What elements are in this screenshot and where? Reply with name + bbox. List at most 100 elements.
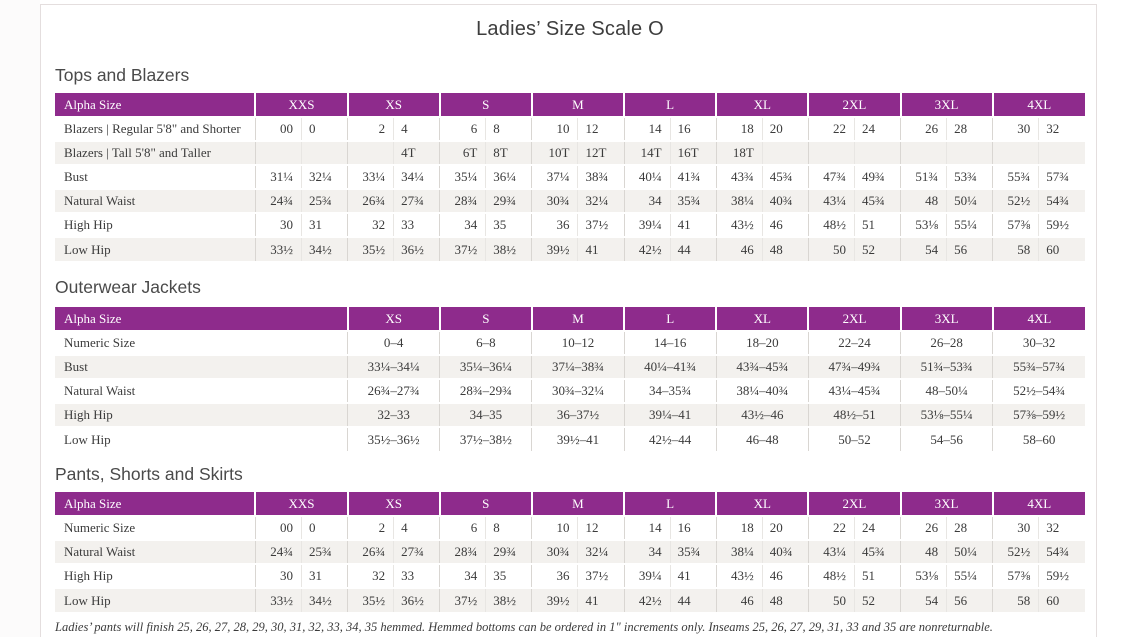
size-value-cell: 50–52 xyxy=(807,426,901,451)
size-value-cell: 32¼ xyxy=(577,539,625,564)
size-value-cell: 58 xyxy=(992,236,1039,261)
size-value-cell: 00 xyxy=(254,515,302,540)
size-value-cell: 46 xyxy=(715,236,763,261)
size-value-cell: 59½ xyxy=(1038,212,1085,237)
size-value-cell: 22 xyxy=(807,116,855,141)
size-value-cell: 43¼ xyxy=(807,188,855,213)
size-value-cell: 34 xyxy=(623,188,671,213)
size-value-cell: 31 xyxy=(300,563,348,588)
size-value-cell: 41 xyxy=(669,563,717,588)
size-value-cell: 10 xyxy=(531,116,578,141)
size-value-cell: 43¼ xyxy=(807,539,855,564)
size-value-cell: 41 xyxy=(669,212,717,237)
size-value-cell: 42½–44 xyxy=(623,426,717,451)
size-value-cell: 6 xyxy=(439,116,486,141)
size-value-cell: 41 xyxy=(577,587,625,612)
size-value-cell: 37¼ xyxy=(531,164,578,189)
size-value-cell: 43¼–45¾ xyxy=(807,378,901,403)
size-value-cell: 12 xyxy=(577,116,625,141)
size-value-cell: 41¾ xyxy=(669,164,717,189)
size-value-cell: 36½ xyxy=(393,587,440,612)
size-column-header: L xyxy=(623,492,717,516)
pants-shorts-skirts-section: Pants, Shorts and Skirts Alpha Size XXS XS… xyxy=(55,463,1085,612)
size-value-cell xyxy=(761,140,809,165)
size-value-cell: 33¼–34¼ xyxy=(347,354,440,379)
size-value-cell: 30 xyxy=(992,515,1039,540)
size-value-cell: 30–32 xyxy=(992,330,1085,355)
size-value-cell: 20 xyxy=(761,116,809,141)
size-value-cell: 57⅜ xyxy=(992,563,1039,588)
size-value-cell: 2 xyxy=(347,515,394,540)
size-value-cell: 6T xyxy=(439,140,486,165)
table-row: Numeric Size 00 0 2 4 6 8 10 12 14 16 18 20 22 24 26 28 3… xyxy=(55,515,1085,540)
size-column-header: S xyxy=(438,93,532,117)
size-value-cell: 36½ xyxy=(393,236,440,261)
size-value-cell: 51¾–53¾ xyxy=(900,354,993,379)
size-value-cell: 8 xyxy=(485,116,532,141)
size-value-cell: 49¾ xyxy=(853,164,901,189)
size-value-cell: 35 xyxy=(485,563,532,588)
size-value-cell: 12T xyxy=(577,140,625,165)
size-value-cell: 39½ xyxy=(531,587,578,612)
size-value-cell: 30¾ xyxy=(531,539,578,564)
size-value-cell: 59½ xyxy=(1038,563,1085,588)
size-value-cell: 24¾ xyxy=(254,539,302,564)
size-value-cell: 32 xyxy=(347,563,394,588)
row-label: Bust xyxy=(55,354,348,379)
size-value-cell: 57¾ xyxy=(1038,164,1085,189)
size-value-cell: 34 xyxy=(439,563,486,588)
size-value-cell: 47¾–49¾ xyxy=(807,354,901,379)
page-title: Ladies’ Size Scale O xyxy=(476,18,664,40)
row-label: Blazers | Tall 5'8" and Taller xyxy=(55,140,256,165)
table-row: Blazers | Regular 5'8" and Shorter 00 0 2 4 6… xyxy=(55,116,1085,141)
size-value-cell: 45¾ xyxy=(853,188,901,213)
page-edge xyxy=(0,0,40,637)
size-value-cell: 54 xyxy=(900,587,947,612)
size-value-cell: 24 xyxy=(853,515,901,540)
size-column-header: 4XL xyxy=(991,93,1085,117)
size-value-cell: 36 xyxy=(531,212,578,237)
section-heading-tops-and-blazers: Tops and Blazers xyxy=(55,65,190,85)
size-value-cell: 14T xyxy=(623,140,671,165)
size-value-cell: 47¾ xyxy=(807,164,855,189)
section-heading-outerwear-jackets: Outerwear Jackets xyxy=(55,277,201,297)
size-value-cell: 50¼ xyxy=(946,539,993,564)
size-value-cell: 0 xyxy=(300,515,348,540)
size-column-header: XXS xyxy=(254,93,348,117)
size-value-cell: 50 xyxy=(807,587,855,612)
size-value-cell: 48 xyxy=(900,539,947,564)
size-value-cell: 16 xyxy=(669,515,717,540)
size-value-cell: 55¾–57¾ xyxy=(992,354,1085,379)
table-row: Bust 31¼ 32¼ 33¼ 34¼ 35¼ 36¼ 37¼ 38¾ 40¼ 41¾ 43¾ 45¾… xyxy=(55,164,1085,189)
size-value-cell: 25¾ xyxy=(300,539,348,564)
table-row: Natural Waist 24¾ 25¾ 26¾ 27¾ 28¾ 29¾ 30¾ 32¼ 34 3… xyxy=(55,539,1085,564)
size-value-cell: 54¾ xyxy=(1038,188,1085,213)
size-column-header: 4XL xyxy=(991,307,1085,331)
size-value-cell: 38¾ xyxy=(577,164,625,189)
header-row: Alpha Size XS S M L XL 2XL 3XL 4XL xyxy=(55,307,1085,331)
size-column-header: M xyxy=(530,492,625,516)
size-value-cell: 14 xyxy=(623,116,671,141)
size-value-cell: 26 xyxy=(900,116,947,141)
size-value-cell: 40¾ xyxy=(761,539,809,564)
size-value-cell xyxy=(900,140,947,165)
tops-and-blazers-table: Alpha Size XXS XS S M L XL 2XL 3XL 4XL Blazers | R… xyxy=(55,93,1085,261)
size-value-cell: 48½ xyxy=(807,212,855,237)
size-value-cell: 14 xyxy=(623,515,671,540)
size-value-cell: 38¼ xyxy=(715,188,763,213)
size-value-cell: 48 xyxy=(900,188,947,213)
size-value-cell xyxy=(946,140,993,165)
size-value-cell: 0 xyxy=(300,116,348,141)
size-value-cell: 6 xyxy=(439,515,486,540)
size-value-cell: 35¼–36¼ xyxy=(439,354,532,379)
size-value-cell: 10T xyxy=(531,140,578,165)
size-value-cell: 46 xyxy=(761,563,809,588)
size-value-cell: 35¾ xyxy=(669,539,717,564)
size-column-header: 3XL xyxy=(899,93,993,117)
size-value-cell: 55¼ xyxy=(946,563,993,588)
size-value-cell xyxy=(992,140,1039,165)
size-column-header: S xyxy=(438,492,532,516)
size-value-cell: 58 xyxy=(992,587,1039,612)
size-value-cell: 33½ xyxy=(254,236,302,261)
size-value-cell: 51 xyxy=(853,212,901,237)
